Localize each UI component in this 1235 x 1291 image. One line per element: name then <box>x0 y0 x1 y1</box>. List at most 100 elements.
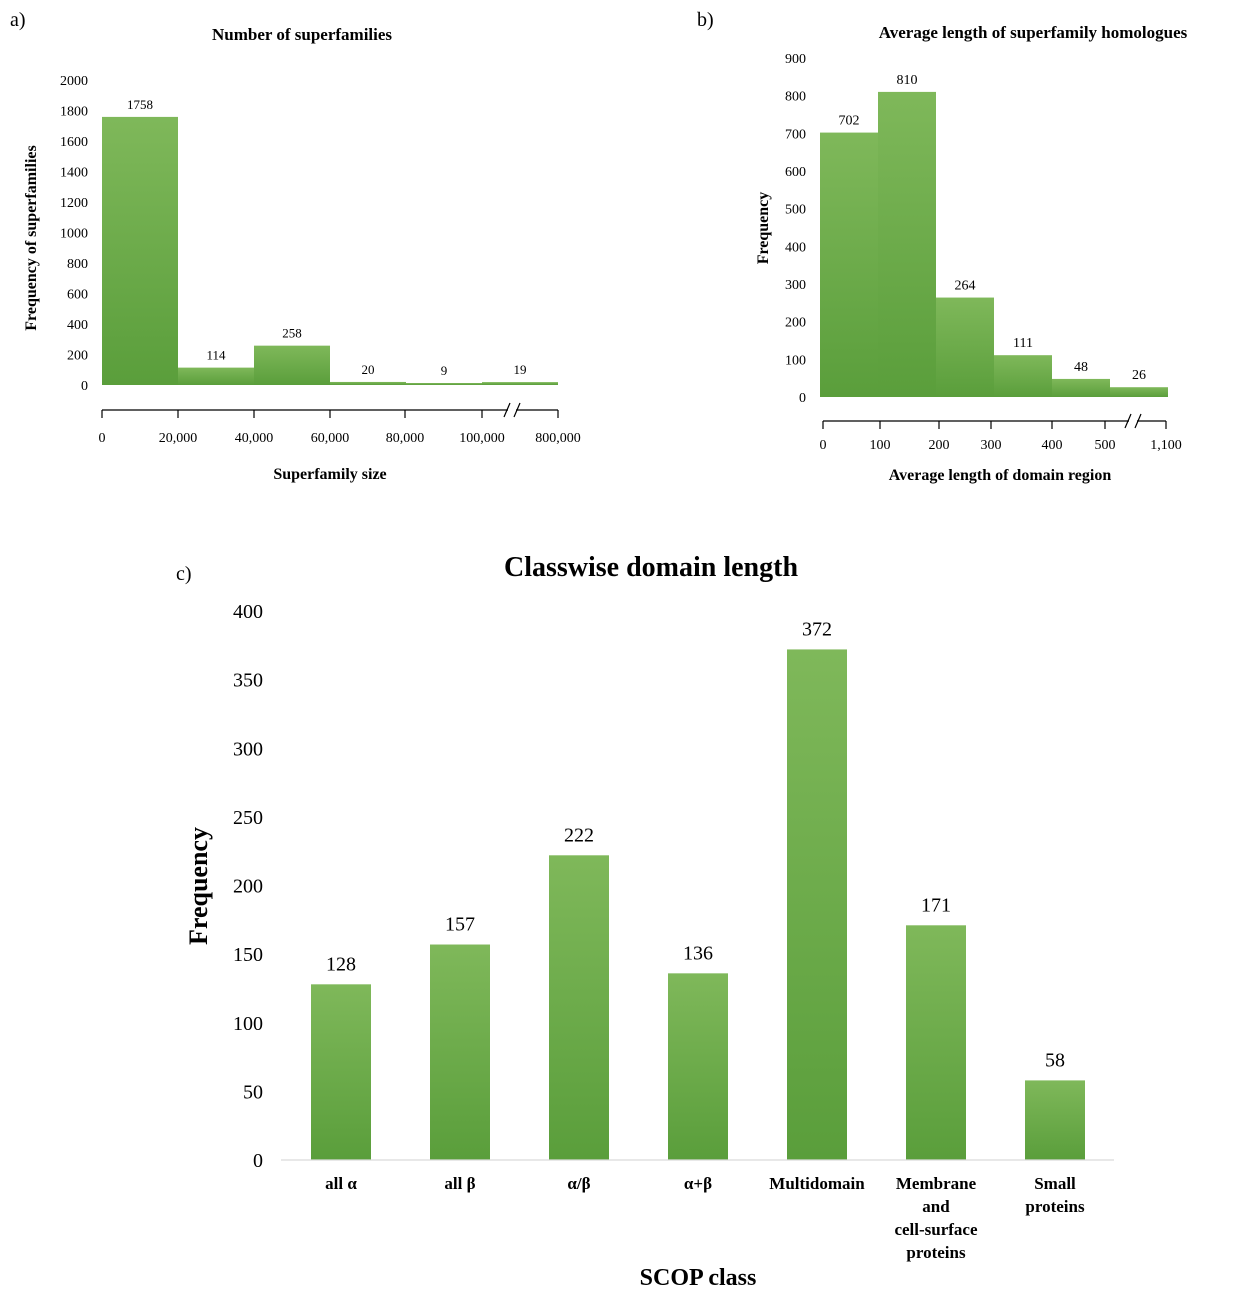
c-y-tick-label: 250 <box>233 807 263 829</box>
panel-a-y-ticks: 0 200 400 600 800 1000 1200 1400 1600 1800 2000 <box>60 74 88 394</box>
c-bar <box>1025 1080 1085 1160</box>
b-bar <box>994 355 1052 397</box>
panel-c-label: c) <box>176 563 192 585</box>
panel-a: a) Number of superfamilies Frequency of … <box>10 9 581 483</box>
panel-a-bars <box>102 116 558 385</box>
c-bar <box>430 944 490 1160</box>
c-y-tick-label: 50 <box>243 1081 263 1103</box>
a-x-tick-label: 40,000 <box>235 431 274 446</box>
panel-b: b) Average length of superfamily homolog… <box>697 9 1188 484</box>
c-bar <box>787 649 847 1160</box>
a-y-tick-label: 600 <box>67 288 88 303</box>
a-y-tick-label: 1600 <box>60 135 88 150</box>
c-data-label: 58 <box>1045 1049 1065 1071</box>
c-bar <box>549 855 609 1160</box>
panel-b-y-axis-label: Frequency <box>755 192 772 265</box>
b-y-tick-label: 0 <box>799 391 806 406</box>
a-x-tick-label: 0 <box>99 431 106 446</box>
a-data-label: 258 <box>282 326 302 341</box>
a-bar <box>406 383 482 385</box>
b-data-label: 810 <box>897 73 918 88</box>
c-y-tick-label: 0 <box>253 1150 263 1172</box>
a-data-label: 9 <box>441 363 448 378</box>
a-bar <box>254 345 330 385</box>
panel-c-y-axis-label: Frequency <box>184 827 213 945</box>
c-data-label: 128 <box>326 953 356 975</box>
b-axis-break-mark <box>1134 413 1142 429</box>
a-y-tick-label: 2000 <box>60 74 88 89</box>
b-y-tick-label: 100 <box>785 353 806 368</box>
b-data-label: 264 <box>955 279 976 294</box>
a-bar <box>330 381 406 385</box>
b-data-label: 48 <box>1074 360 1088 375</box>
c-y-tick-label: 400 <box>233 601 263 623</box>
a-x-tick-label: 20,000 <box>159 431 198 446</box>
a-bar <box>178 367 254 385</box>
a-x-tick-label: 100,000 <box>459 431 505 446</box>
c-category-label: all α <box>325 1174 357 1193</box>
b-x-tick-label: 500 <box>1095 438 1116 453</box>
b-y-tick-label: 200 <box>785 316 806 331</box>
c-category-label: all β <box>444 1174 475 1193</box>
a-x-tick-label: 800,000 <box>535 431 581 446</box>
b-x-tick-label: 0 <box>820 438 827 453</box>
panel-c-title: Classwise domain length <box>504 552 798 583</box>
a-axis-break-mark <box>513 402 521 418</box>
panel-c-x-axis: all α all β α/β α+β Multidomain Membrane and ce… <box>281 1159 1114 1262</box>
b-y-tick-label: 300 <box>785 278 806 293</box>
a-y-tick-label: 800 <box>67 257 88 272</box>
c-category-label: Multidomain <box>769 1174 865 1193</box>
b-bar <box>1110 387 1168 397</box>
b-x-tick-label: 400 <box>1042 438 1063 453</box>
c-category-label: cell-surface <box>894 1220 978 1239</box>
panel-a-y-axis-label: Frequency of superfamilies <box>23 145 40 330</box>
a-y-tick-label: 0 <box>81 379 88 394</box>
b-bar <box>936 297 994 397</box>
panel-b-x-axis: 0 100 200 300 400 500 1,100 <box>820 413 1182 453</box>
a-data-label: 1758 <box>127 97 153 112</box>
b-x-tick-label: 100 <box>870 438 891 453</box>
c-y-tick-label: 350 <box>233 670 263 692</box>
c-category-label: α/β <box>567 1174 590 1193</box>
b-y-tick-label: 500 <box>785 203 806 218</box>
b-bar <box>878 91 936 398</box>
a-y-tick-label: 1000 <box>60 227 88 242</box>
b-bar <box>820 132 878 397</box>
a-axis-break-mark <box>503 402 511 418</box>
a-data-label: 19 <box>514 362 527 377</box>
c-data-label: 171 <box>921 894 951 916</box>
panel-c-data-labels: 128 157 222 136 372 171 58 <box>326 618 1065 1071</box>
b-y-tick-label: 800 <box>785 90 806 105</box>
b-x-tick-label: 1,100 <box>1150 438 1182 453</box>
c-category-label: proteins <box>1025 1197 1085 1216</box>
panel-a-x-axis-label: Superfamily size <box>273 466 386 483</box>
c-data-label: 157 <box>445 914 475 936</box>
a-bar <box>482 382 558 385</box>
c-bar <box>906 925 966 1160</box>
c-y-tick-label: 100 <box>233 1013 263 1035</box>
panel-b-label: b) <box>697 9 714 31</box>
c-data-label: 372 <box>802 618 832 640</box>
b-bar <box>1052 378 1110 397</box>
panel-c-y-ticks: 0 50 100 150 200 250 300 350 400 <box>233 601 263 1172</box>
panel-a-x-axis: 0 20,000 40,000 60,000 80,000 100,000 800,000 <box>99 402 581 446</box>
panel-b-bars <box>820 91 1168 398</box>
a-y-tick-label: 200 <box>67 349 88 364</box>
a-data-label: 114 <box>206 348 226 363</box>
panel-c-bars <box>311 649 1085 1160</box>
panel-a-title: Number of superfamilies <box>212 25 392 44</box>
b-data-label: 702 <box>839 114 860 129</box>
panel-c: c) Classwise domain length Frequency SCO… <box>176 552 1114 1291</box>
b-y-tick-label: 900 <box>785 52 806 67</box>
panel-b-data-labels: 702 810 264 111 48 26 <box>839 73 1147 383</box>
b-x-tick-label: 300 <box>981 438 1002 453</box>
c-category-label: Small <box>1034 1174 1076 1193</box>
a-y-tick-label: 1800 <box>60 105 88 120</box>
c-y-tick-label: 200 <box>233 876 263 898</box>
a-data-label: 20 <box>362 362 375 377</box>
a-y-tick-label: 1200 <box>60 196 88 211</box>
panel-b-x-axis-label: Average length of domain region <box>889 467 1112 484</box>
c-category-label: α+β <box>684 1174 712 1193</box>
a-x-tick-label: 60,000 <box>311 431 350 446</box>
c-y-tick-label: 300 <box>233 738 263 760</box>
